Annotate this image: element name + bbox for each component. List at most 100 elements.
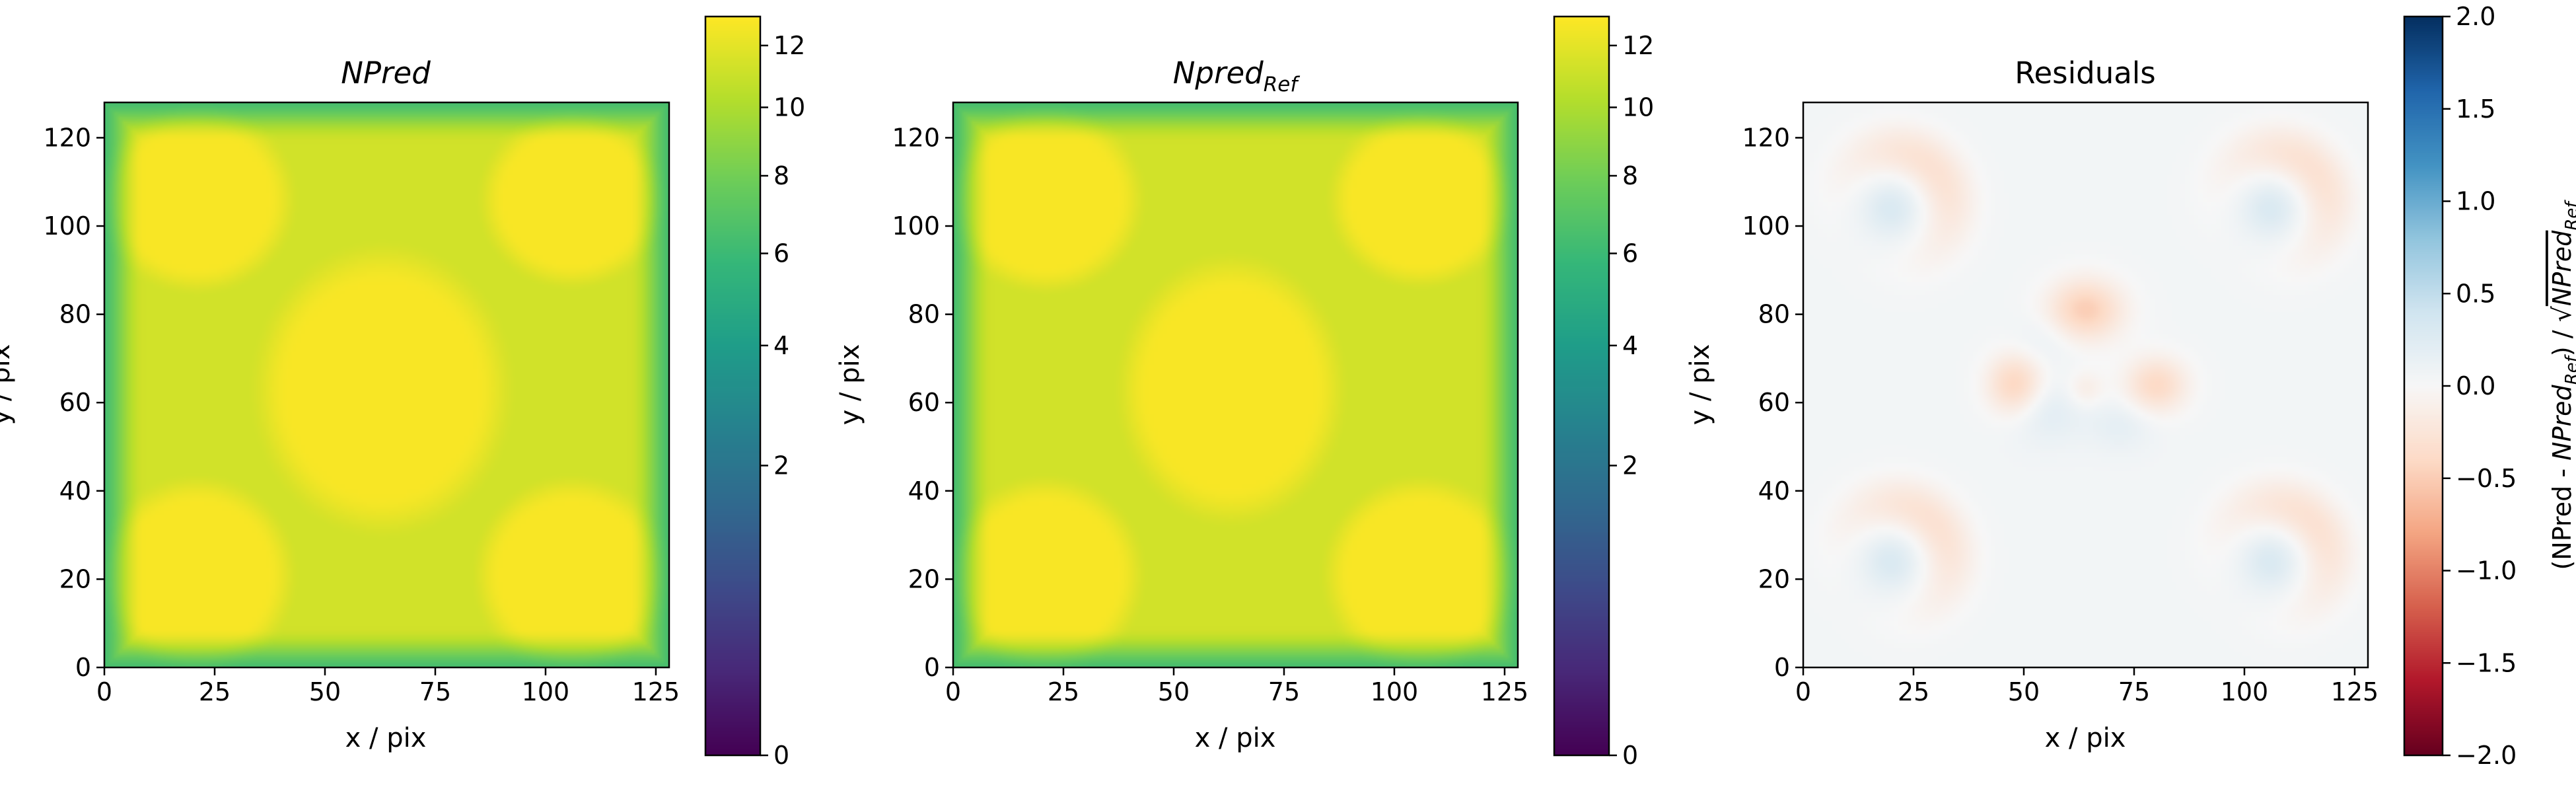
x-axis-label: x / pix	[345, 723, 427, 753]
y-tick-label: 0	[1774, 653, 1790, 682]
colorbar-tick-label: 2.0	[2456, 2, 2495, 31]
y-tick-label: 60	[908, 388, 940, 417]
colorbar-tick-label: 10	[773, 93, 805, 122]
panel-title: NpredRef	[1173, 56, 1301, 96]
y-axis-label: y / pix	[1685, 344, 1715, 426]
colorbar-tick-label: 0.0	[2456, 371, 2495, 400]
axes-frame	[1802, 101, 2369, 669]
cbar-label-sub: Ref	[2562, 200, 2576, 231]
y-tick-label: 0	[924, 653, 940, 682]
title-main: Npred	[1173, 56, 1264, 91]
cbar-label-part: ) / √	[2548, 305, 2576, 356]
y-axis: 0 20 40 60 80 100 120	[892, 123, 953, 682]
colorbar-ticks: 0 2 4 6 8 10 12	[760, 31, 805, 770]
x-tick-label: 50	[309, 677, 341, 706]
colorbar-frame	[704, 15, 762, 757]
x-tick-label: 75	[2118, 677, 2150, 706]
x-tick-label: 50	[2008, 677, 2040, 706]
colorbar-tick-label: 6	[1622, 239, 1638, 268]
x-axis-label: x / pix	[1195, 723, 1276, 753]
colorbar-tick-label: 4	[773, 331, 789, 360]
y-tick-label: 80	[908, 300, 940, 329]
colorbar-npred-ref	[1554, 17, 1609, 755]
colorbar-tick-label: 12	[1622, 31, 1654, 60]
y-tick-label: 20	[1758, 564, 1790, 593]
heatmap-npred	[104, 102, 669, 667]
panel-title: Residuals	[2015, 56, 2156, 91]
colorbar-ticks: 0 2 4 6 8 10 12	[1609, 31, 1654, 770]
x-axis: 0 25 50 75 100 125	[1795, 667, 2379, 706]
x-tick-label: 75	[419, 677, 451, 706]
colorbar-tick-label: 0.5	[2456, 279, 2495, 308]
colorbar-tick-label: 12	[773, 31, 805, 60]
colorbar-tick-label: 2	[773, 451, 789, 480]
y-axis: 0 20 40 60 80 100 120	[43, 123, 104, 682]
axes-frame	[103, 101, 670, 669]
x-tick-label: 0	[945, 677, 961, 706]
y-tick-label: 100	[1742, 211, 1790, 241]
y-tick-label: 0	[75, 653, 91, 682]
colorbar-tick-label: 1.0	[2456, 187, 2495, 216]
heatmap-npred-ref	[953, 102, 1518, 667]
colorbar-frame	[1553, 15, 1610, 757]
y-axis: 0 20 40 60 80 100 120	[1742, 123, 1803, 682]
colorbar-label: (NPred - NPredRef) / √NPredRef	[2548, 200, 2576, 570]
colorbar-tick-label: 8	[773, 161, 789, 190]
y-tick-label: 60	[59, 388, 91, 417]
x-tick-label: 100	[1371, 677, 1419, 706]
y-tick-label: 120	[43, 123, 91, 152]
y-tick-label: 100	[892, 211, 940, 241]
x-tick-label: 125	[1481, 677, 1529, 706]
y-tick-label: 40	[59, 476, 91, 506]
y-tick-label: 80	[59, 300, 91, 329]
x-tick-label: 25	[1048, 677, 1079, 706]
y-tick-label: 120	[1742, 123, 1790, 152]
y-tick-label: 120	[892, 123, 940, 152]
y-axis-label: y / pix	[0, 344, 16, 426]
x-axis: 0 25 50 75 100 125	[945, 667, 1528, 706]
y-tick-label: 40	[1758, 476, 1790, 506]
colorbar-tick-label: −2.0	[2456, 741, 2517, 770]
axes-frame	[952, 101, 1519, 669]
y-tick-label: 60	[1758, 388, 1790, 417]
panel-residuals: Residuals 0 25 50 75 100 125 020406080100120 …	[1685, 2, 2576, 770]
y-tick-label: 80	[1758, 300, 1790, 329]
colorbar-tick-label: −0.5	[2456, 464, 2517, 493]
x-tick-label: 0	[1795, 677, 1811, 706]
y-tick-label: 20	[908, 564, 940, 593]
x-tick-label: 100	[2221, 677, 2269, 706]
x-tick-label: 25	[1898, 677, 1929, 706]
x-tick-label: 25	[199, 677, 231, 706]
colorbar-tick-label: −1.0	[2456, 556, 2517, 585]
x-tick-label: 125	[632, 677, 680, 706]
title-subscript: Ref	[1264, 73, 1301, 96]
y-tick-label: 40	[908, 476, 940, 506]
cbar-label-sub: Ref	[2562, 354, 2576, 385]
y-tick-label: 100	[43, 211, 91, 241]
cbar-label-part: (NPred -	[2548, 461, 2576, 570]
panel-title: NPred	[341, 56, 431, 91]
colorbar-tick-label: 0	[773, 741, 789, 770]
colorbar-tick-label: 1.5	[2456, 94, 2495, 124]
colorbar-ticks: −2.0 −1.5 −1.0 −0.5 0.0 0.5 1.0 1.5 2.0	[2443, 2, 2517, 770]
colorbar-tick-label: 4	[1622, 331, 1638, 360]
x-tick-label: 100	[522, 677, 570, 706]
colorbar-residuals	[2404, 17, 2443, 755]
x-tick-label: 75	[1268, 677, 1300, 706]
x-axis: 0 25 50 75 100 125	[96, 667, 680, 706]
x-tick-label: 125	[2331, 677, 2379, 706]
colorbar-tick-label: −1.5	[2456, 648, 2517, 677]
x-tick-label: 0	[96, 677, 112, 706]
cbar-label-part: NPred	[2548, 385, 2576, 461]
colorbar-tick-label: 0	[1622, 741, 1638, 770]
colorbar-tick-label: 8	[1622, 161, 1638, 190]
x-tick-label: 50	[1158, 677, 1190, 706]
y-axis-label: y / pix	[835, 344, 865, 426]
heatmap-residuals	[1803, 102, 2368, 667]
colorbar-tick-label: 10	[1622, 93, 1654, 122]
x-axis-label: x / pix	[2045, 723, 2126, 753]
y-tick-label: 20	[59, 564, 91, 593]
